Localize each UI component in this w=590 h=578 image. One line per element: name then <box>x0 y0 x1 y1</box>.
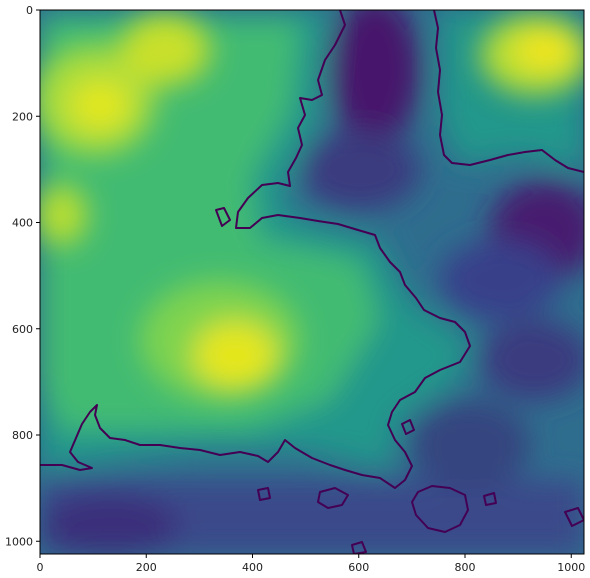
peak-top-right-core <box>515 30 575 70</box>
low-center-right-shape <box>440 240 560 320</box>
coastline-main <box>40 10 471 489</box>
peak-layer <box>40 15 584 400</box>
coastline-top-right <box>433 10 584 173</box>
low-right-lower-shape <box>480 320 584 400</box>
x-tick-label: 800 <box>455 561 476 574</box>
x-tick-label: 400 <box>242 561 263 574</box>
y-tick-label: 0 <box>26 4 33 17</box>
island-small-5 <box>215 207 231 227</box>
low-mid-shape <box>300 130 420 210</box>
island-small-3 <box>564 507 584 527</box>
peak-center-core <box>193 321 277 389</box>
island-small-6 <box>483 492 497 506</box>
low-bottom-right-shape <box>410 400 530 490</box>
island-bottom-right <box>411 485 469 533</box>
island-small-2 <box>257 487 271 501</box>
plot-frame <box>39 9 585 555</box>
low-bottom-left-shape <box>40 495 180 554</box>
contour-lines <box>40 10 584 554</box>
island-small-1 <box>401 419 415 435</box>
y-axis: 0 200 400 600 800 1000 <box>5 4 40 548</box>
peak-left-mid <box>40 185 87 245</box>
y-tick-label: 200 <box>12 110 33 123</box>
x-tick-label: 0 <box>37 561 44 574</box>
y-tick-label: 800 <box>12 429 33 442</box>
x-tick-label: 200 <box>136 561 157 574</box>
y-tick-label: 1000 <box>5 535 33 548</box>
low-top-center-shape <box>330 10 420 145</box>
x-tick-label: 1000 <box>557 561 585 574</box>
peak-top-mid <box>120 15 210 85</box>
island-bottom-mid <box>317 487 349 509</box>
island-small-4 <box>351 541 367 554</box>
plot-area <box>40 10 584 554</box>
y-tick-label: 600 <box>12 323 33 336</box>
x-tick-label: 600 <box>348 561 369 574</box>
x-axis: 0 200 400 600 800 1000 <box>37 554 585 574</box>
peak-top-left-core <box>70 80 130 130</box>
y-tick-label: 400 <box>12 217 33 230</box>
